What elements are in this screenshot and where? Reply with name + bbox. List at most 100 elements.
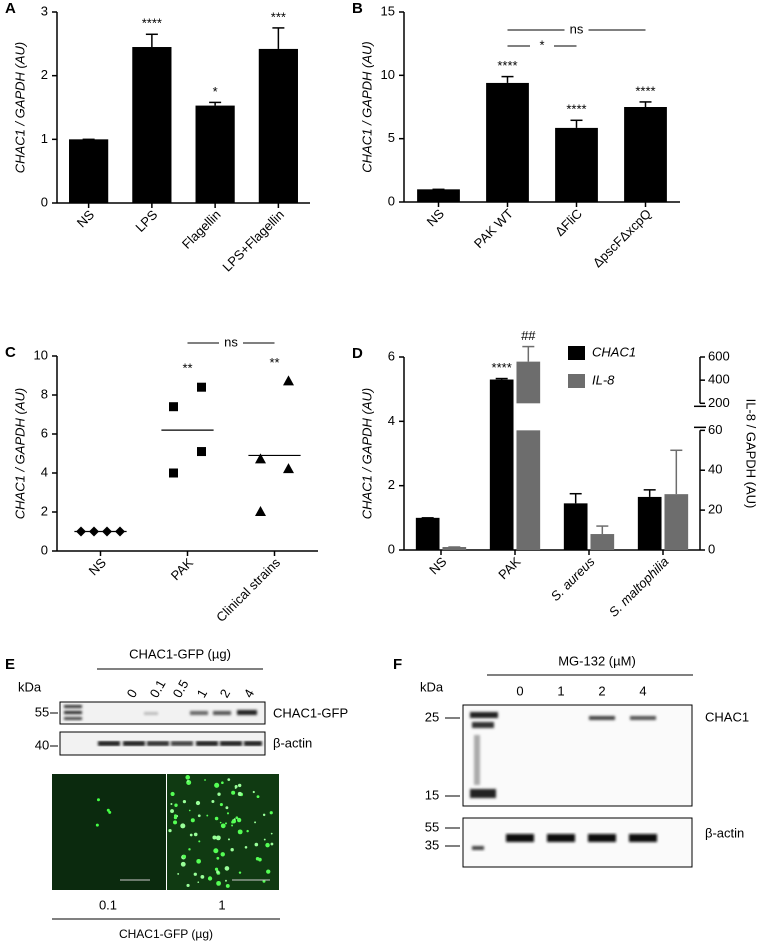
lane-label: 0.5 [170,677,192,700]
cell [173,814,177,818]
legend-label: CHAC1 [592,344,636,359]
cell [219,821,222,824]
y-tick-label: 0 [41,194,48,209]
cell [173,820,178,825]
cell [244,846,248,849]
band-label: CHAC1-GFP [273,705,348,720]
lane-label: 0.1 [147,677,169,700]
cell [225,806,229,810]
panel-label: C [5,344,16,361]
cell [235,816,239,820]
x-tick-label: NS [424,206,448,230]
cell [177,872,180,875]
blot-bands [472,834,657,850]
cell [265,842,270,848]
cell [200,874,205,879]
cell [211,800,215,804]
cell [186,883,190,888]
cell [207,876,213,881]
significance: **** [497,58,517,73]
cell [225,879,227,882]
y2-tick-label: 40 [708,462,722,477]
x-tick-label: ΔpscFΔxcpQ [590,206,654,270]
point [169,402,178,412]
panel-label: F [393,656,402,673]
x-tick-label: ΔFliC [552,206,585,239]
band-label: β-actin [273,735,312,750]
cell [269,811,273,815]
x-tick-label: PAK [168,555,197,584]
cell [270,842,274,846]
significance: **** [635,83,655,98]
x-tick-label: LPS [132,207,160,235]
y-axis-label: CHAC1 / GAPDH (AU) [12,388,27,519]
cell [198,840,201,843]
cell [237,829,243,835]
bar [590,534,615,550]
cell [227,778,231,782]
panel-label: B [352,0,363,17]
bar [516,361,541,404]
image-label: 0.1 [99,897,117,912]
significance: ** [269,355,279,370]
kda-label: kDa [420,679,444,694]
y-tick-label: 8 [41,386,48,401]
point [255,506,266,516]
bar [258,48,298,203]
cell [238,871,242,874]
band-label: β-actin [705,825,744,840]
cell [263,838,266,841]
y2-tick-label: 600 [708,348,730,363]
x-tick-label: PAK WT [471,206,516,251]
marker-label: 35 [425,837,439,852]
significance: * [213,84,218,99]
cell [227,838,231,841]
cell [252,790,255,794]
legend-swatch [568,346,585,360]
y-tick-label: 2 [41,67,48,82]
significance: ## [521,328,536,343]
cell [270,832,273,835]
panel-label: A [5,0,16,17]
y-tick-label: 2 [388,477,395,492]
legend-swatch [568,374,585,388]
cell [236,817,242,823]
cell [182,800,187,804]
x-tick-label: PAK [495,554,524,583]
y-tick-label: 10 [34,347,48,362]
cell [216,870,220,874]
cell [195,800,201,806]
x-tick-label: NS [426,554,450,578]
y-tick-label: 3 [41,3,48,18]
cell [224,866,230,871]
y-axis-label: CHAC1 / GAPDH (AU) [359,388,374,519]
significance: **** [492,360,512,375]
micrograph [167,774,279,890]
x-tick-label: S. maltophilia [606,554,672,620]
lane-label: 1 [557,683,564,698]
cell [226,812,230,815]
x-tick-label: S. aureus [548,554,598,604]
y-tick-label: 0 [41,542,48,557]
panel-label: D [352,345,363,362]
cell [237,791,242,796]
treatment-label: MG-132 (µM) [558,653,636,668]
cell [204,779,206,781]
cell [254,842,259,847]
y-tick-label: 4 [388,413,395,428]
bar [195,105,235,203]
marker-label: 55 [35,704,49,719]
cell [182,854,187,859]
point [283,375,294,386]
blot [462,704,693,807]
treatment-label: CHAC1-GFP (µg) [129,646,231,661]
bar [516,430,541,550]
y-tick-label: 0 [388,541,395,556]
cell [213,848,219,854]
marker-label: 40 [35,737,49,752]
y-tick-label: 15 [381,3,395,18]
bar [624,107,667,202]
lane-label: 4 [639,683,646,698]
blot-bands [64,705,257,720]
